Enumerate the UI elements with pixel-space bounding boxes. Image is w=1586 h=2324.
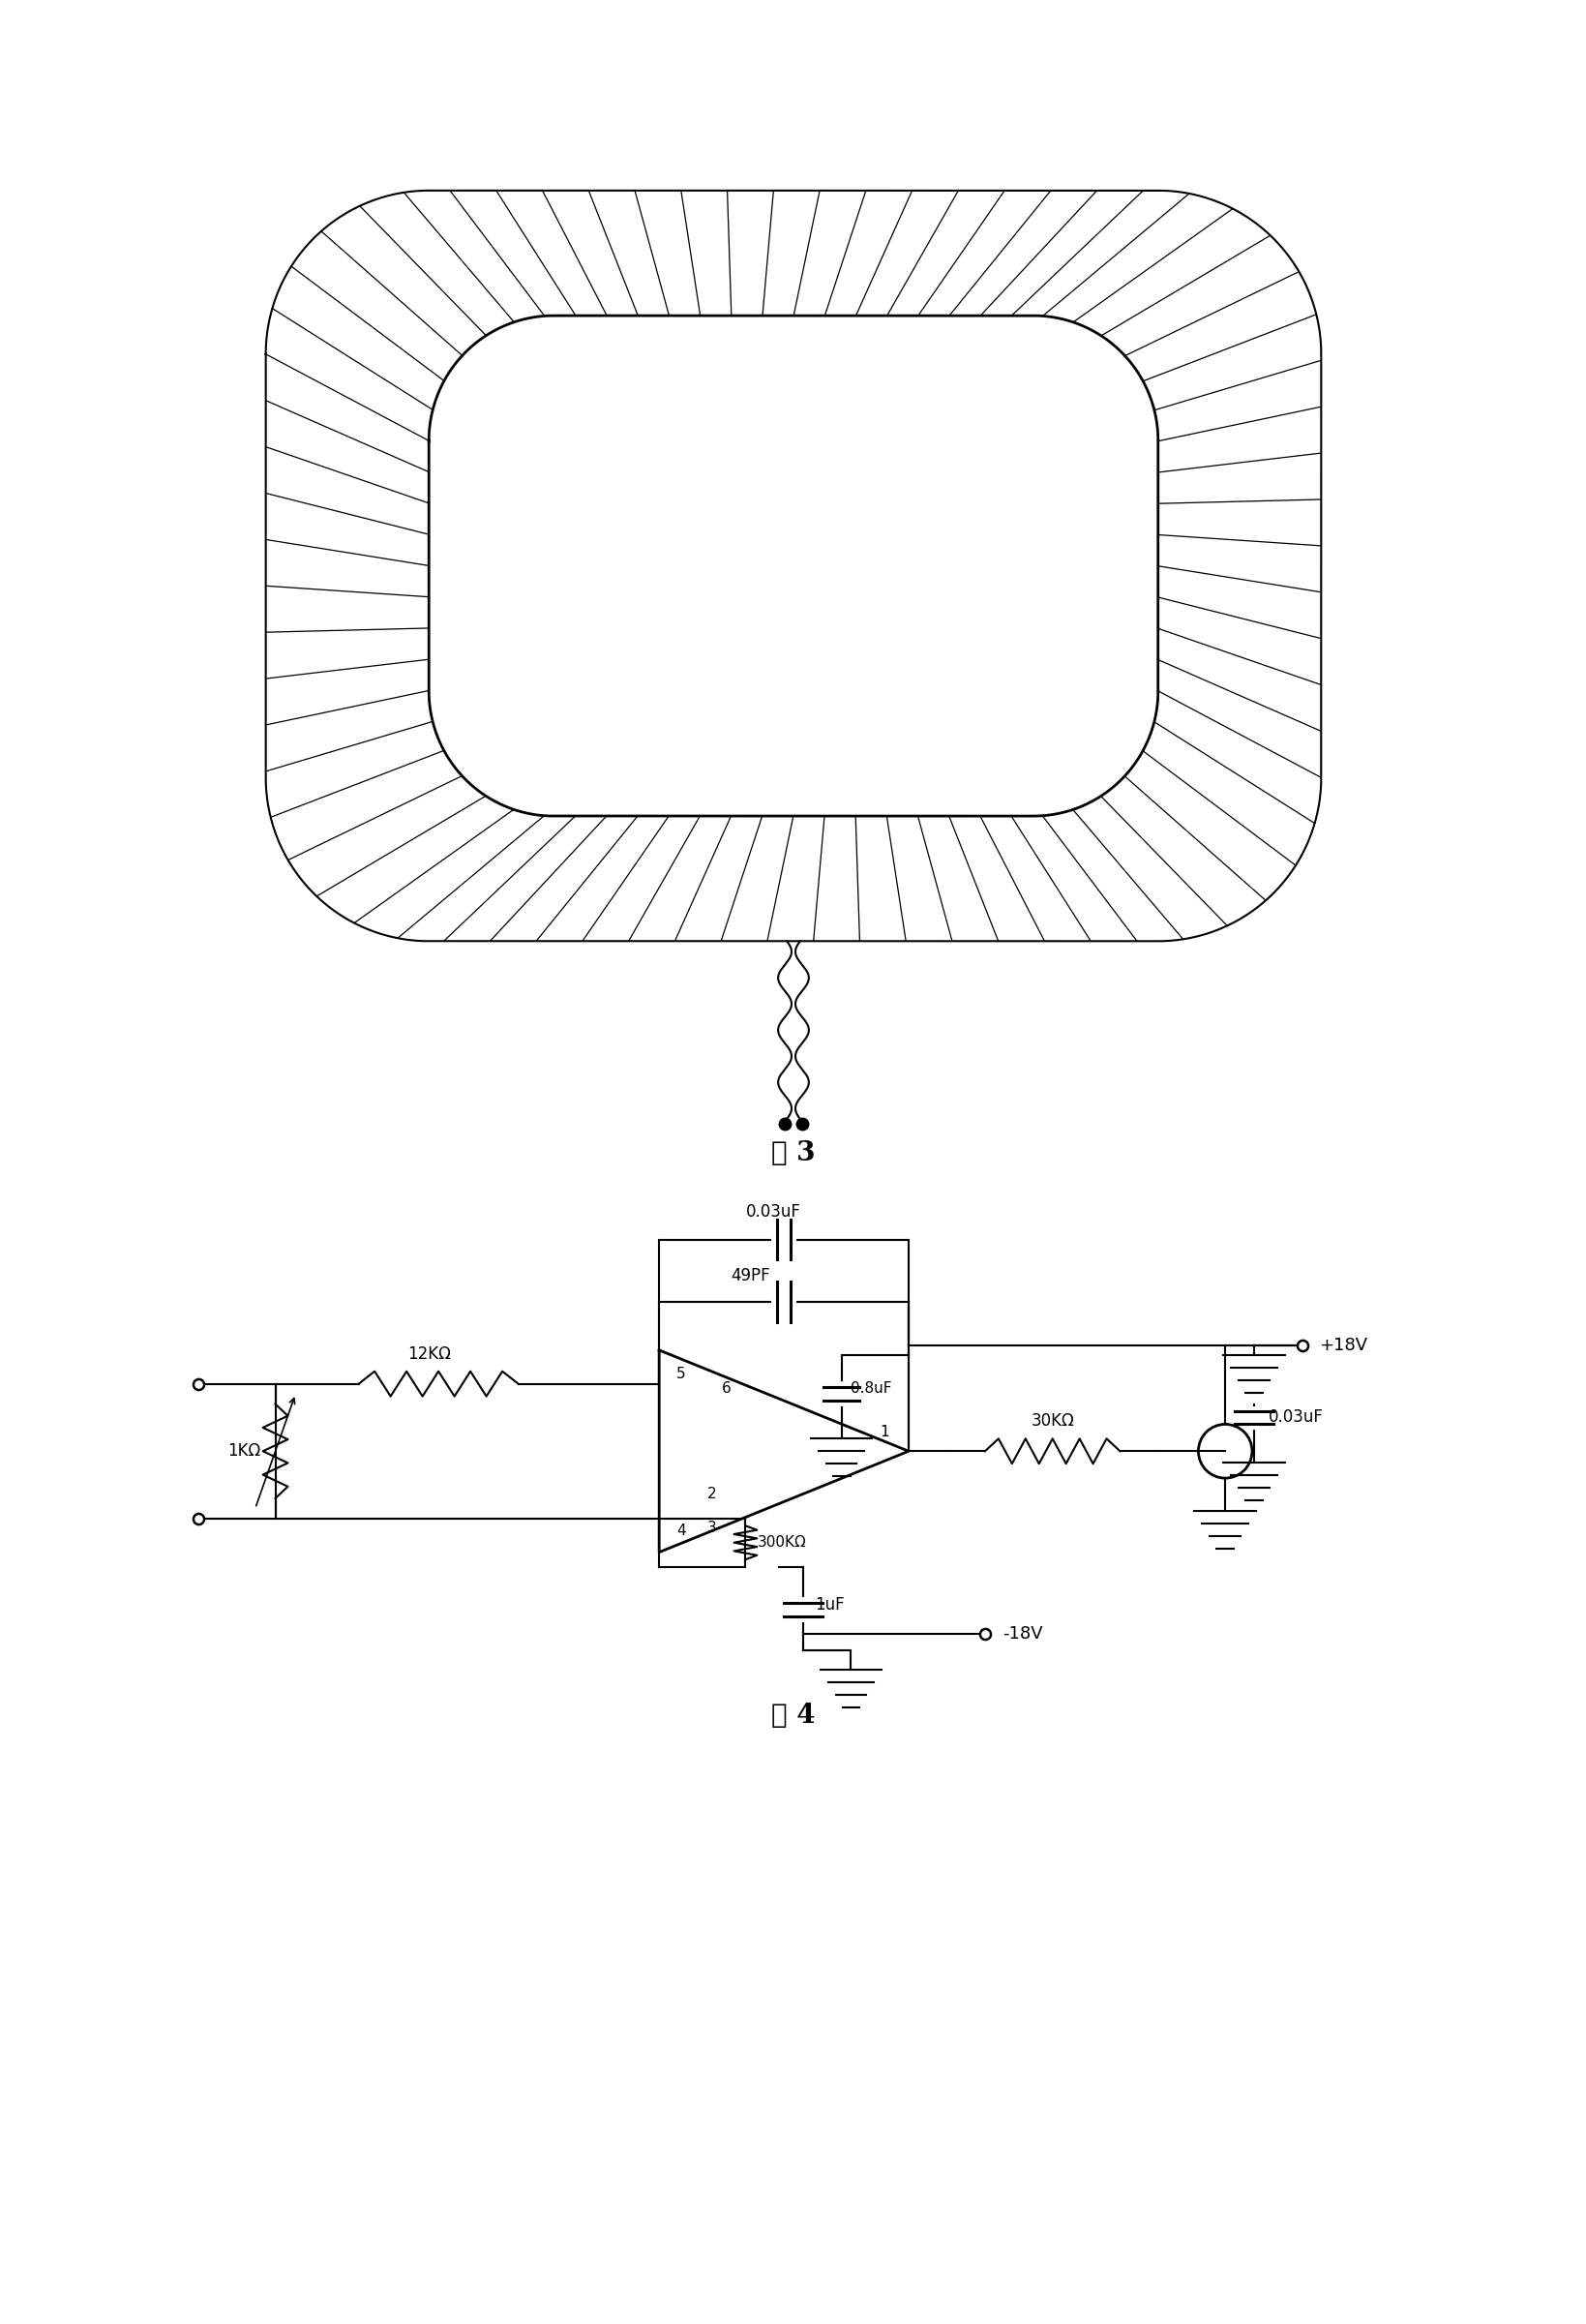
Text: 2: 2 bbox=[707, 1487, 715, 1501]
Text: 12KΩ: 12KΩ bbox=[408, 1346, 450, 1362]
Text: 图 4: 图 4 bbox=[771, 1703, 815, 1729]
Text: +18V: +18V bbox=[1318, 1336, 1367, 1355]
Text: 1uF: 1uF bbox=[814, 1597, 844, 1613]
Text: -18V: -18V bbox=[1002, 1624, 1042, 1643]
Text: 0.8uF: 0.8uF bbox=[850, 1380, 891, 1397]
Text: 4: 4 bbox=[676, 1522, 685, 1538]
Text: 1KΩ: 1KΩ bbox=[228, 1443, 260, 1459]
Text: 300KΩ: 300KΩ bbox=[757, 1536, 806, 1550]
Text: 49PF: 49PF bbox=[731, 1267, 769, 1285]
Text: 6: 6 bbox=[722, 1380, 731, 1394]
Text: 0.03uF: 0.03uF bbox=[1267, 1408, 1323, 1427]
Text: 30KΩ: 30KΩ bbox=[1031, 1413, 1074, 1429]
Text: 0.03uF: 0.03uF bbox=[745, 1204, 799, 1220]
Text: 3: 3 bbox=[707, 1520, 717, 1534]
Text: 5: 5 bbox=[676, 1367, 685, 1380]
Text: 图 3: 图 3 bbox=[771, 1139, 815, 1167]
Text: 1: 1 bbox=[880, 1425, 888, 1439]
